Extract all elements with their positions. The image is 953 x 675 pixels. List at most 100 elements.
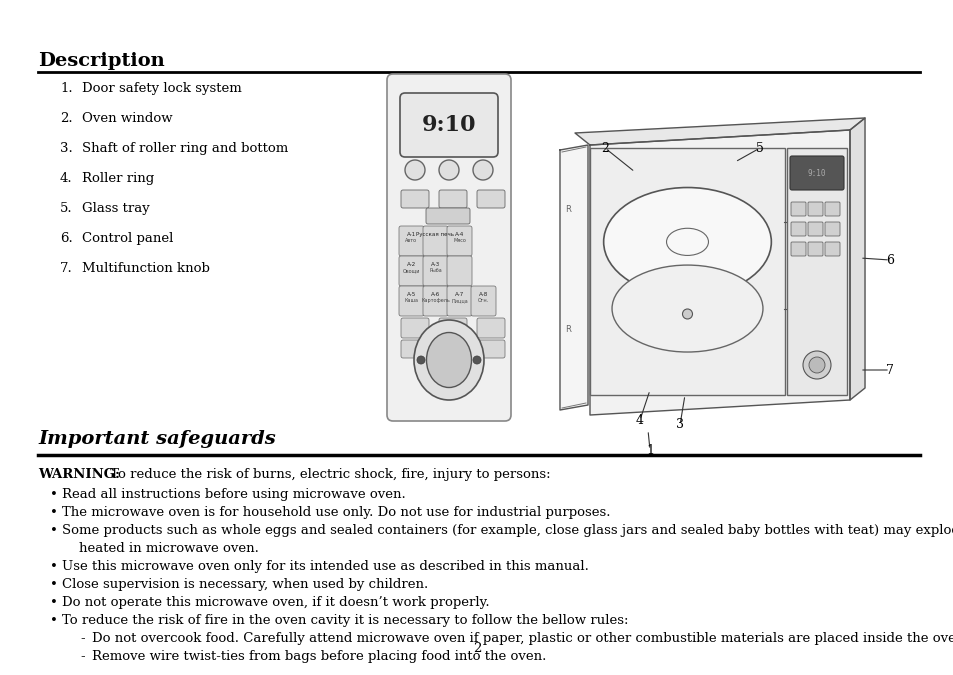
Text: А-2: А-2: [406, 262, 416, 267]
Text: 2.: 2.: [60, 112, 72, 125]
Circle shape: [416, 356, 424, 364]
Text: Do not operate this microwave oven, if it doesn’t work properly.: Do not operate this microwave oven, if i…: [62, 596, 489, 609]
Circle shape: [802, 351, 830, 379]
FancyBboxPatch shape: [807, 202, 822, 216]
Circle shape: [681, 309, 692, 319]
Text: 1.: 1.: [60, 82, 72, 95]
FancyBboxPatch shape: [399, 93, 497, 157]
Text: •: •: [50, 614, 58, 627]
Text: Glass tray: Glass tray: [82, 202, 150, 215]
Text: А-3: А-3: [431, 262, 439, 267]
Polygon shape: [575, 118, 864, 145]
FancyBboxPatch shape: [476, 318, 504, 338]
FancyBboxPatch shape: [786, 148, 846, 395]
FancyBboxPatch shape: [422, 226, 448, 256]
FancyBboxPatch shape: [387, 74, 511, 421]
Text: А-7: А-7: [455, 292, 464, 297]
Circle shape: [473, 160, 493, 180]
Text: 6: 6: [885, 254, 893, 267]
Text: Use this microwave oven only for its intended use as described in this manual.: Use this microwave oven only for its int…: [62, 560, 588, 573]
Text: •: •: [50, 506, 58, 519]
Text: To reduce the risk of fire in the oven cavity it is necessary to follow the bell: To reduce the risk of fire in the oven c…: [62, 614, 628, 627]
Text: Картофель: Картофель: [420, 298, 450, 303]
Text: 1: 1: [645, 443, 654, 456]
Text: 2: 2: [473, 642, 480, 655]
Text: Пицца: Пицца: [451, 298, 467, 303]
Text: •: •: [50, 560, 58, 573]
FancyBboxPatch shape: [447, 286, 472, 316]
FancyBboxPatch shape: [400, 190, 429, 208]
Circle shape: [808, 357, 824, 373]
Ellipse shape: [414, 320, 483, 400]
Text: А-5: А-5: [406, 292, 416, 297]
Text: 7: 7: [885, 364, 893, 377]
Text: 9:10: 9:10: [807, 169, 825, 178]
FancyBboxPatch shape: [790, 202, 805, 216]
Text: 6.: 6.: [60, 232, 72, 245]
FancyBboxPatch shape: [447, 256, 472, 286]
Text: Door safety lock system: Door safety lock system: [82, 82, 241, 95]
FancyBboxPatch shape: [790, 242, 805, 256]
Ellipse shape: [612, 265, 762, 352]
Text: 4: 4: [636, 414, 643, 427]
Text: •: •: [50, 524, 58, 537]
Text: Some products such as whole eggs and sealed containers (for example, close glass: Some products such as whole eggs and sea…: [62, 524, 953, 537]
Text: Read all instructions before using microwave oven.: Read all instructions before using micro…: [62, 488, 405, 501]
Text: -: -: [80, 632, 85, 645]
Circle shape: [405, 160, 424, 180]
FancyBboxPatch shape: [398, 286, 423, 316]
Text: 3.: 3.: [60, 142, 72, 155]
FancyBboxPatch shape: [400, 340, 429, 358]
Text: Каша: Каша: [404, 298, 418, 303]
Text: Русская печь: Русская печь: [416, 232, 454, 237]
Circle shape: [473, 356, 480, 364]
Ellipse shape: [603, 188, 771, 296]
FancyBboxPatch shape: [476, 340, 504, 358]
Text: •: •: [50, 596, 58, 609]
Text: Овощи: Овощи: [402, 268, 420, 273]
FancyBboxPatch shape: [400, 318, 429, 338]
Text: heated in microwave oven.: heated in microwave oven.: [62, 542, 258, 555]
FancyBboxPatch shape: [824, 242, 840, 256]
FancyBboxPatch shape: [398, 256, 423, 286]
Text: 7.: 7.: [60, 262, 72, 275]
Polygon shape: [559, 145, 587, 410]
Polygon shape: [589, 130, 849, 415]
FancyBboxPatch shape: [790, 222, 805, 236]
Text: 9:10: 9:10: [421, 114, 476, 136]
FancyBboxPatch shape: [824, 202, 840, 216]
Text: Авто: Авто: [405, 238, 417, 243]
Text: -: -: [80, 650, 85, 663]
Polygon shape: [849, 118, 864, 400]
FancyBboxPatch shape: [824, 222, 840, 236]
FancyBboxPatch shape: [789, 156, 843, 190]
FancyBboxPatch shape: [807, 222, 822, 236]
Text: A-1: A-1: [407, 232, 416, 237]
Text: 5.: 5.: [60, 202, 72, 215]
Text: А-8: А-8: [478, 292, 488, 297]
FancyBboxPatch shape: [447, 226, 472, 256]
FancyBboxPatch shape: [438, 190, 467, 208]
FancyBboxPatch shape: [476, 190, 504, 208]
Text: Огн.: Огн.: [477, 298, 489, 303]
Text: To reduce the risk of burns, electric shock, fire, injury to persons:: To reduce the risk of burns, electric sh…: [106, 468, 550, 481]
Text: Мясо: Мясо: [453, 238, 465, 243]
FancyBboxPatch shape: [426, 208, 470, 224]
Text: Close supervision is necessary, when used by children.: Close supervision is necessary, when use…: [62, 578, 428, 591]
FancyBboxPatch shape: [422, 286, 448, 316]
Text: Multifunction knob: Multifunction knob: [82, 262, 210, 275]
Text: Shaft of roller ring and bottom: Shaft of roller ring and bottom: [82, 142, 288, 155]
Text: Roller ring: Roller ring: [82, 172, 154, 185]
Circle shape: [438, 160, 458, 180]
Text: R: R: [564, 205, 570, 215]
Text: 3: 3: [676, 418, 683, 431]
FancyBboxPatch shape: [471, 286, 496, 316]
Text: Control panel: Control panel: [82, 232, 173, 245]
Text: The microwave oven is for household use only. Do not use for industrial purposes: The microwave oven is for household use …: [62, 506, 610, 519]
Text: R: R: [564, 325, 570, 335]
Text: Do not overcook food. Carefully attend microwave oven if paper, plastic or other: Do not overcook food. Carefully attend m…: [91, 632, 953, 645]
Text: Description: Description: [38, 52, 165, 70]
Text: 5: 5: [756, 142, 763, 155]
FancyBboxPatch shape: [807, 242, 822, 256]
Text: Oven window: Oven window: [82, 112, 172, 125]
